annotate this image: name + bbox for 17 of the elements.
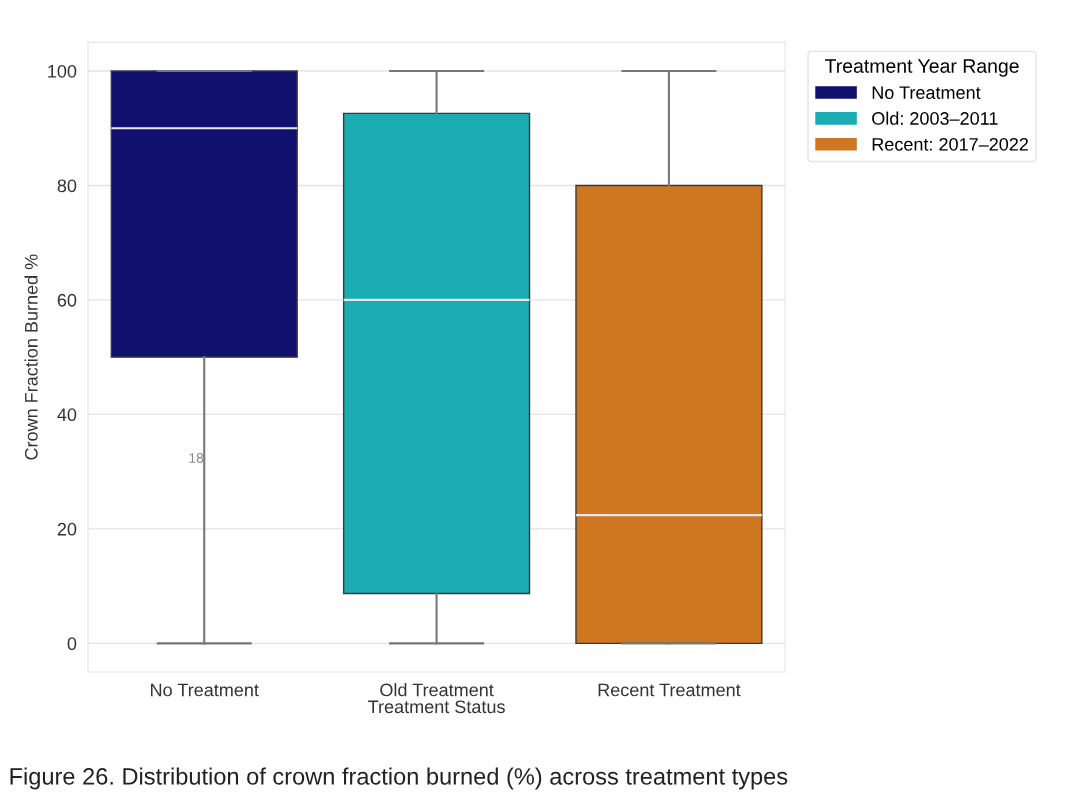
y-axis-title: Crown Fraction Burned % bbox=[24, 254, 38, 460]
legend-label: No Treatment bbox=[872, 86, 981, 100]
x-axis-title: Treatment Status bbox=[368, 700, 505, 714]
legend-label: Old: 2003–2011 bbox=[872, 111, 998, 125]
y-tick-label: 60 bbox=[57, 293, 77, 307]
annotation: 18 bbox=[189, 453, 204, 463]
legend-title: Treatment Year Range bbox=[825, 59, 1019, 77]
y-tick-label: 100 bbox=[48, 64, 77, 78]
y-tick-label: 0 bbox=[67, 637, 77, 651]
x-tick-label: Recent Treatment bbox=[598, 683, 741, 697]
x-tick-label: Old Treatment bbox=[380, 683, 494, 697]
y-tick-label: 40 bbox=[57, 408, 77, 422]
x-tick-label: No Treatment bbox=[151, 683, 259, 697]
y-tick-label: 80 bbox=[57, 179, 77, 193]
caption: Figure 26. Distribution of crown fraction burned (%) across treatment types bbox=[10, 767, 788, 790]
legend-label: Recent: 2017–2022 bbox=[872, 137, 1028, 151]
y-tick-label: 20 bbox=[57, 522, 77, 536]
